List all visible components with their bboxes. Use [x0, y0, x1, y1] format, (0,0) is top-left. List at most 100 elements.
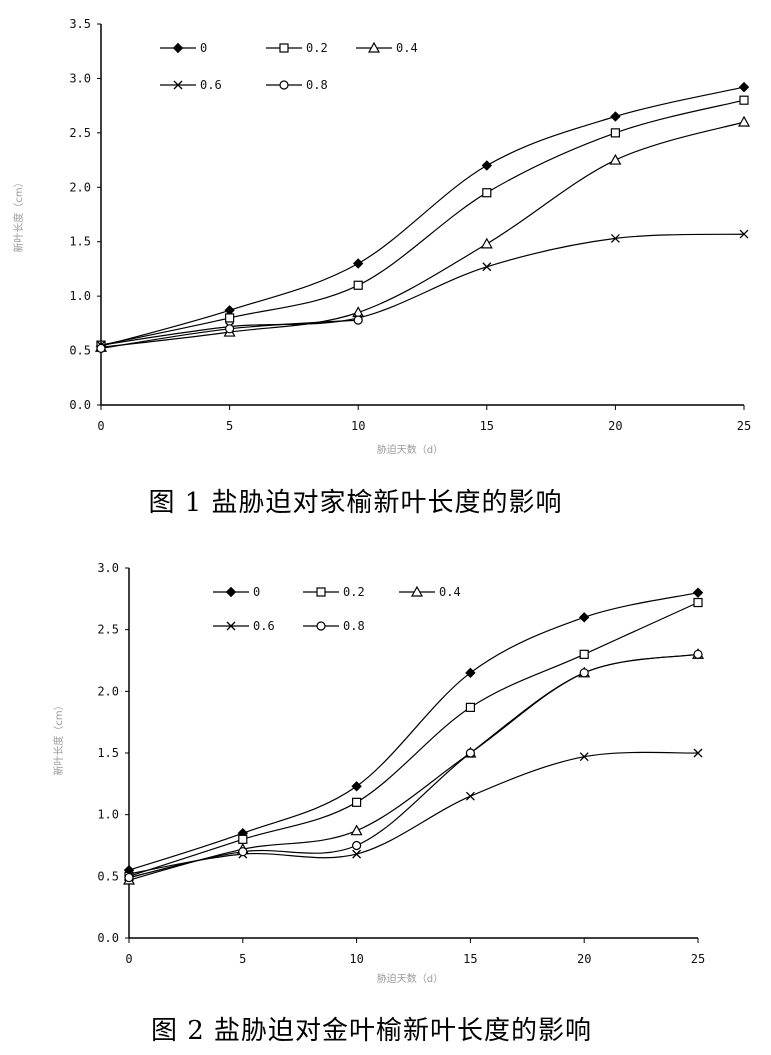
data-point	[465, 667, 476, 679]
legend-marker	[279, 43, 289, 53]
legend-marker	[410, 585, 424, 597]
data-point	[350, 824, 363, 836]
data-point	[610, 111, 621, 122]
y-tick-label: 0.5	[69, 344, 91, 358]
legend-item-0.4: 0.4	[356, 41, 418, 55]
data-point	[465, 791, 475, 801]
legend-label: 0	[253, 585, 260, 599]
legend-item-0.2: 0.2	[266, 41, 328, 55]
figure-2-caption: 图 2 盐胁迫对金叶榆新叶长度的影响	[150, 1016, 593, 1046]
figure-1: 0.0 0.5 1.0 1.5 2.0 2.5 3.0 3.5 0 5 10 15 20 25 胁迫天数（d…	[12, 17, 751, 518]
series-0.2	[124, 597, 703, 881]
data-point	[482, 262, 492, 272]
series-line	[128, 592, 699, 871]
legend-item-0.2: 0.2	[303, 585, 365, 599]
y-tick-label: 1.0	[97, 808, 119, 822]
series-line	[128, 601, 699, 877]
y-tick-label: 2.0	[69, 180, 91, 194]
legend-label: 0.6	[200, 78, 222, 92]
data-point	[351, 781, 362, 792]
x-tick-label: 5	[226, 419, 233, 433]
data-point	[693, 748, 703, 758]
data-point	[610, 233, 620, 243]
chart-2: 0.0 0.5 1.0 1.5 2.0 2.5 3.0 0 5 10 15 20 25 胁迫天数（d） 新叶…	[52, 561, 705, 985]
legend-label: 0	[200, 41, 207, 55]
series-0.6	[124, 748, 703, 879]
figure-1-caption: 图 1 盐胁迫对家榆新叶长度的影响	[148, 488, 563, 518]
y-tick-label: 2.5	[69, 126, 91, 140]
series-0	[123, 587, 704, 876]
x-tick-label: 20	[577, 952, 591, 966]
data-point	[737, 115, 751, 127]
legend-item-0.6: 0.6	[213, 619, 275, 633]
y-tick-label: 0.0	[97, 931, 119, 945]
data-point	[693, 649, 703, 659]
data-point	[352, 797, 362, 807]
y-axis-title: 新叶长度（cm）	[52, 700, 65, 775]
data-point	[353, 315, 363, 325]
legend-label: 0.2	[306, 41, 328, 55]
x-tick-label: 5	[239, 952, 246, 966]
x-tick-label: 25	[691, 952, 705, 966]
data-point	[238, 834, 248, 844]
y-tick-label: 0.5	[97, 869, 119, 883]
legend-label: 0.6	[253, 619, 275, 633]
data-point	[739, 229, 749, 239]
data-point	[480, 237, 493, 249]
legend-item-0.6: 0.6	[160, 78, 222, 92]
data-point	[579, 752, 589, 762]
series-0.4	[122, 648, 705, 885]
data-point	[693, 597, 703, 608]
y-tick-label: 2.0	[97, 684, 119, 698]
y-tick-label: 3.0	[97, 561, 119, 575]
figure-2: 0.0 0.5 1.0 1.5 2.0 2.5 3.0 0 5 10 15 20 25 胁迫天数（d） 新叶…	[0, 548, 771, 1055]
legend-marker	[226, 621, 236, 631]
data-point	[96, 343, 106, 353]
legend-marker	[173, 80, 183, 90]
data-point	[225, 313, 235, 323]
data-point	[610, 128, 621, 138]
y-tick-label: 2.5	[97, 623, 119, 637]
data-point	[579, 668, 589, 678]
series-line	[100, 86, 745, 347]
data-point	[225, 324, 235, 334]
data-point	[609, 153, 622, 165]
legend-marker	[172, 42, 184, 54]
legend-marker	[279, 80, 289, 90]
x-tick-label: 10	[351, 419, 365, 433]
x-tick-label: 15	[480, 419, 494, 433]
series-0.6	[96, 229, 749, 350]
series-0.8	[124, 649, 703, 883]
x-tick-label: 10	[349, 952, 363, 966]
data-point	[738, 81, 750, 93]
data-point	[352, 849, 362, 859]
legend-label: 0.8	[343, 619, 365, 633]
legend-marker	[316, 587, 326, 597]
x-axis-title: 胁迫天数（d）	[377, 972, 443, 985]
data-point	[692, 587, 704, 598]
data-point	[579, 649, 589, 659]
series-0.4	[94, 115, 751, 352]
legend-item-0.4: 0.4	[399, 585, 461, 599]
chart-1: 0.0 0.5 1.0 1.5 2.0 2.5 3.0 3.5 0 5 10 15 20 25 胁迫天数（d…	[12, 17, 751, 456]
data-point	[353, 280, 363, 290]
y-tick-label: 1.5	[97, 746, 119, 760]
legend-item-0.8: 0.8	[303, 619, 365, 633]
data-point	[481, 160, 493, 171]
series-line	[128, 653, 699, 879]
series-line	[100, 233, 745, 346]
series-line	[100, 99, 745, 346]
y-tick-label: 1.5	[69, 235, 91, 249]
data-point	[739, 95, 749, 105]
series-0.2	[96, 95, 749, 350]
x-tick-label: 0	[125, 952, 132, 966]
series-0.8	[96, 315, 363, 353]
y-tick-label: 3.0	[69, 71, 91, 85]
x-tick-label: 25	[737, 419, 751, 433]
legend-marker	[225, 586, 237, 598]
series-line	[100, 121, 745, 348]
y-tick-label: 3.5	[69, 17, 91, 31]
y-tick-label: 0.0	[69, 398, 91, 412]
legend-label: 0.2	[343, 585, 365, 599]
legend-marker	[316, 621, 326, 631]
